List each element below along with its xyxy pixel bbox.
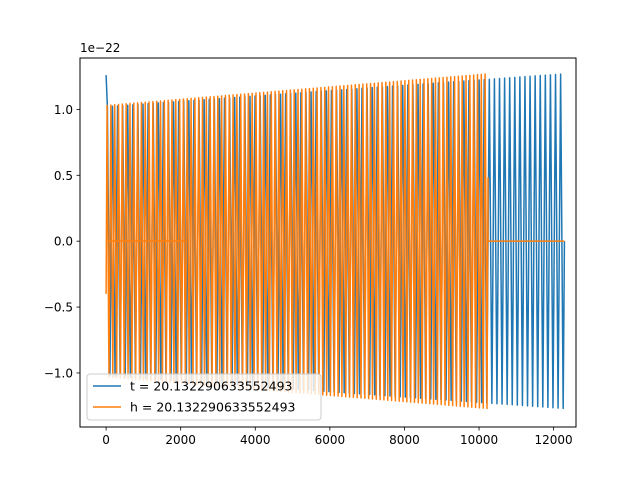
plot-area <box>105 73 566 410</box>
series-layer <box>105 73 566 410</box>
y-axis: −1.0 −0.5 0.0 0.5 1.0 <box>44 103 80 380</box>
x-tick-label: 10000 <box>460 433 498 447</box>
series-h-line <box>105 73 565 410</box>
x-tick-label: 12000 <box>535 433 573 447</box>
legend-label-h: h = 20.132290633552493 <box>130 400 296 415</box>
y-tick-label: 1.0 <box>54 103 73 117</box>
axes-frame <box>79 57 577 428</box>
x-tick-label: 0 <box>102 433 110 447</box>
y-tick-label: −0.5 <box>44 301 73 315</box>
x-tick-label: 2000 <box>165 433 196 447</box>
legend-label-t: t = 20.132290633552493 <box>130 379 293 394</box>
y-tick-label: 0.0 <box>54 235 73 249</box>
x-axis: 0 2000 4000 6000 8000 10000 12000 <box>102 427 573 447</box>
y-tick-label: −1.0 <box>44 366 73 380</box>
x-tick-label: 6000 <box>315 433 346 447</box>
x-tick-label: 8000 <box>389 433 420 447</box>
legend: t = 20.132290633552493 h = 20.1322906335… <box>86 373 322 421</box>
x-tick-label: 4000 <box>240 433 271 447</box>
legend-box <box>86 373 322 421</box>
offset-text: 1e−22 <box>80 41 120 55</box>
y-tick-label: 0.5 <box>54 169 73 183</box>
